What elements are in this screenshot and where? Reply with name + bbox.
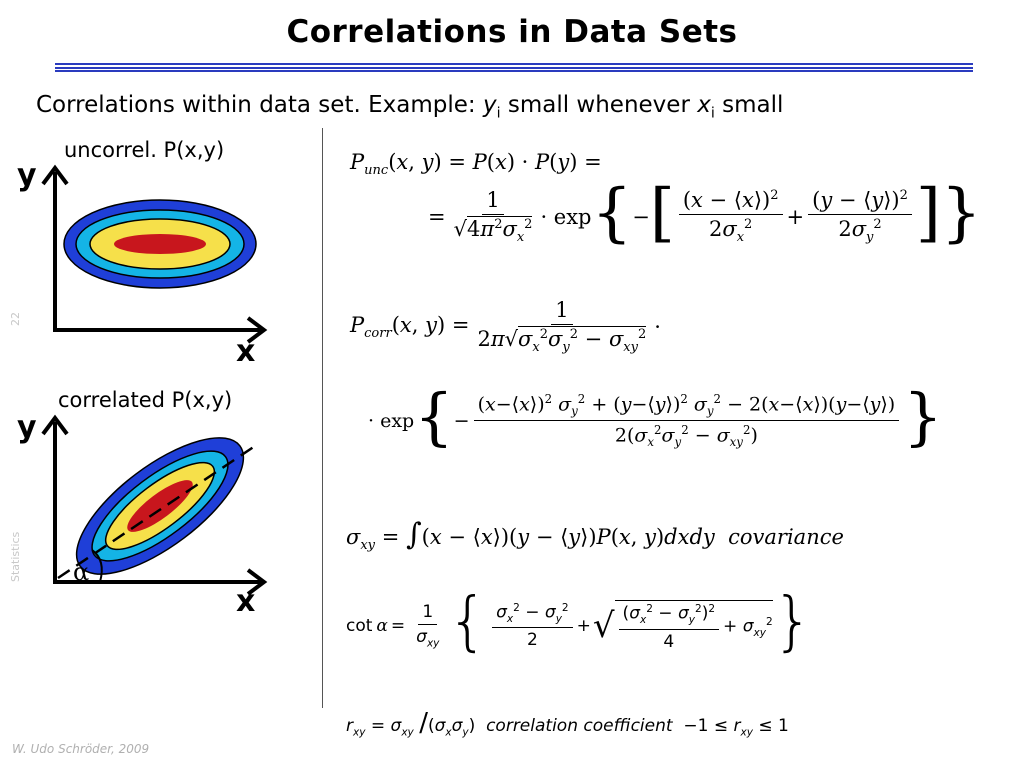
- equation-gaussian-product: = 1 √4π2σx2 · exp { − [ (x − ⟨x⟩)2 2σx2 + …: [428, 175, 982, 250]
- uncorrelated-x-label: x: [236, 334, 256, 369]
- subtitle-text: small whenever: [500, 92, 698, 118]
- equation-correlation-coefficient: rxy = σxy /(σxσy) correlation coefficien…: [346, 708, 789, 739]
- uncorrelated-plot: [41, 164, 268, 344]
- subtitle-text: small: [714, 92, 784, 118]
- equation-covariance: σxy = ∫(x − ⟨x⟩)(y − ⟨y⟩)P(x, y)dxdy cov…: [346, 517, 844, 554]
- contour-core: [114, 234, 206, 254]
- subtitle-index: i: [496, 105, 501, 122]
- footer-author: W. Udo Schröder, 2009: [12, 742, 150, 756]
- angle-alpha-label: α: [73, 558, 90, 586]
- equation-p-corr: Pcorr(x, y) = 1 2π√σx2σy2 − σxy2 ·: [350, 298, 661, 356]
- correlated-caption: correlated P(x,y): [58, 388, 233, 412]
- subtitle-y: y: [482, 92, 497, 118]
- equation-correlated-exponent: · exp { − (x−⟨x⟩)2 σy2 + (y−⟨y⟩)2 σy2 − …: [368, 379, 943, 453]
- subtitle-x: x: [697, 92, 711, 118]
- correlated-plot: [41, 414, 268, 596]
- correlated-x-label: x: [236, 584, 256, 619]
- slide-title: Correlations in Data Sets: [286, 14, 738, 50]
- x-axis-arrow: [246, 568, 268, 596]
- correlated-y-label: y: [17, 410, 37, 445]
- x-axis-arrow: [246, 316, 268, 344]
- y-axis-arrow: [41, 164, 69, 186]
- correlation-label: correlation coefficient: [486, 716, 673, 736]
- uncorrelated-y-label: y: [17, 158, 37, 193]
- y-axis-arrow: [41, 414, 69, 436]
- equation-p-unc: Punc(x, y) = P(x) · P(y) =: [350, 150, 602, 179]
- principal-axis-line: [57, 442, 259, 580]
- angle-arc: [91, 549, 103, 583]
- uncorrelated-distribution: [63, 199, 257, 289]
- subtitle-index: i: [710, 105, 715, 122]
- slide-subtitle: Correlations within data set. Example: y…: [36, 92, 783, 122]
- equation-cot-alpha: cot α = 1 σxy { σx2 − σy2 2 + √ (σx2 − σy2…: [346, 585, 814, 659]
- covariance-label: covariance: [728, 525, 844, 549]
- subtitle-text: Correlations within data set. Example:: [36, 92, 483, 118]
- contour-core: [127, 480, 193, 532]
- column-separator: [322, 128, 323, 708]
- title-rule: [55, 63, 973, 72]
- cot-label: cot: [346, 616, 373, 636]
- uncorrelated-caption: uncorrel. P(x,y): [64, 138, 225, 162]
